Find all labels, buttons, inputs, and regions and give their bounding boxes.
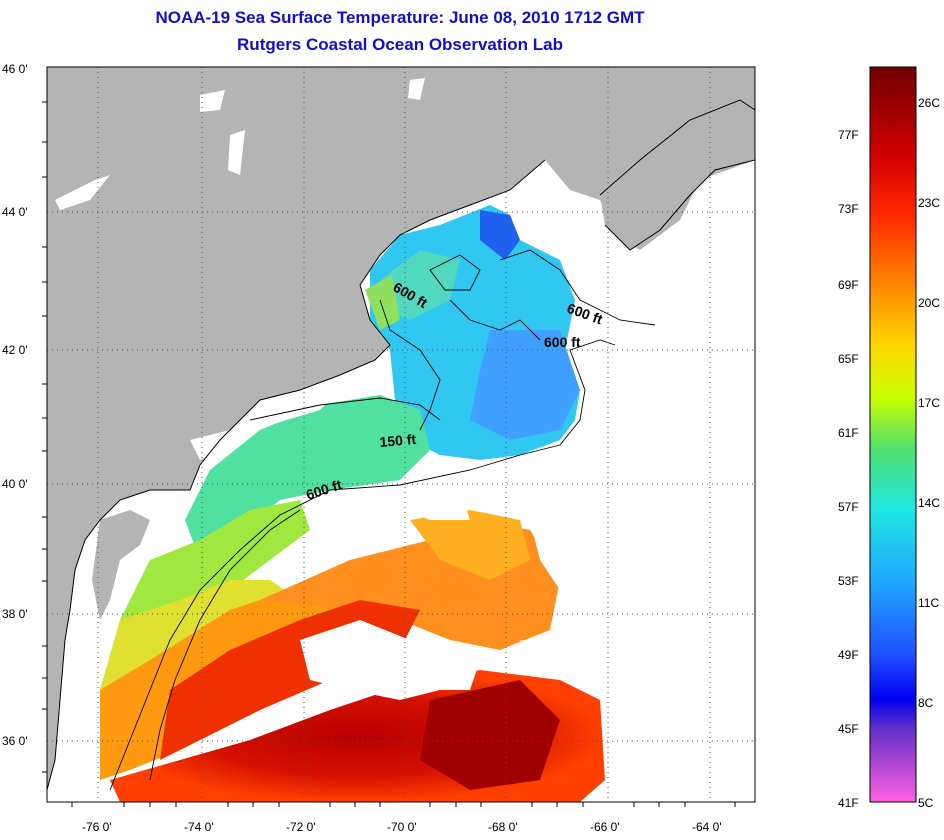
colorbar-f-label: 61F [838,426,859,440]
lat-label: 36 0' [2,734,28,748]
lat-label: 46 0' [2,62,28,76]
colorbar-f-label: 41F [838,796,859,810]
lon-label: -74 0' [184,820,214,834]
temperature-colorbar [869,66,917,803]
map-title: NOAA-19 Sea Surface Temperature: June 08… [155,8,645,27]
land-lakes [55,78,425,460]
lon-label: -66 0' [590,820,620,834]
lon-label: -72 0' [286,820,316,834]
axis-ticks [42,101,736,807]
colorbar-c-label: 14C [918,496,941,510]
colorbar-c-label: 17C [918,396,941,410]
lon-label: -64 0' [692,820,722,834]
colorbar-c-label: 5C [918,796,934,810]
bathymetry-contours [109,249,656,791]
cloud-mask [300,470,755,802]
colorbar-f-label: 73F [838,202,859,216]
colorbar-f-label: 57F [838,500,859,514]
lat-label: 38 0' [2,607,28,621]
colorbar-f-label: 65F [838,352,859,366]
lat-label: 44 0' [2,205,28,219]
colorbar-f-label: 49F [838,648,859,662]
land [47,67,755,790]
sst-field [47,195,650,802]
colorbar-f-label: 45F [838,722,859,736]
lat-label: 42 0' [2,343,28,357]
colorbar-c-label: 11C [918,596,940,610]
lon-label: -70 0' [387,820,417,834]
coastline [47,99,755,791]
lon-label: -68 0' [488,820,518,834]
colorbar-c-label: 26C [918,96,941,110]
colorbar-c-label: 23C [918,196,941,210]
map-frame [46,66,756,803]
contour-label: 150 ft [379,431,417,450]
colorbar-c-label: 20C [918,296,941,310]
colorbar-f-label: 77F [838,128,859,142]
colorbar-f-label: 69F [838,278,859,292]
contour-label: 600 ft [544,334,581,350]
colorbar-f-label: 53F [838,574,859,588]
map-subtitle: Rutgers Coastal Ocean Observation Lab [237,35,563,54]
lat-label: 40 0' [2,477,28,491]
lon-label: -76 0' [82,820,112,834]
lat-lon-grid [47,67,755,802]
colorbar-c-label: 8C [918,696,934,710]
